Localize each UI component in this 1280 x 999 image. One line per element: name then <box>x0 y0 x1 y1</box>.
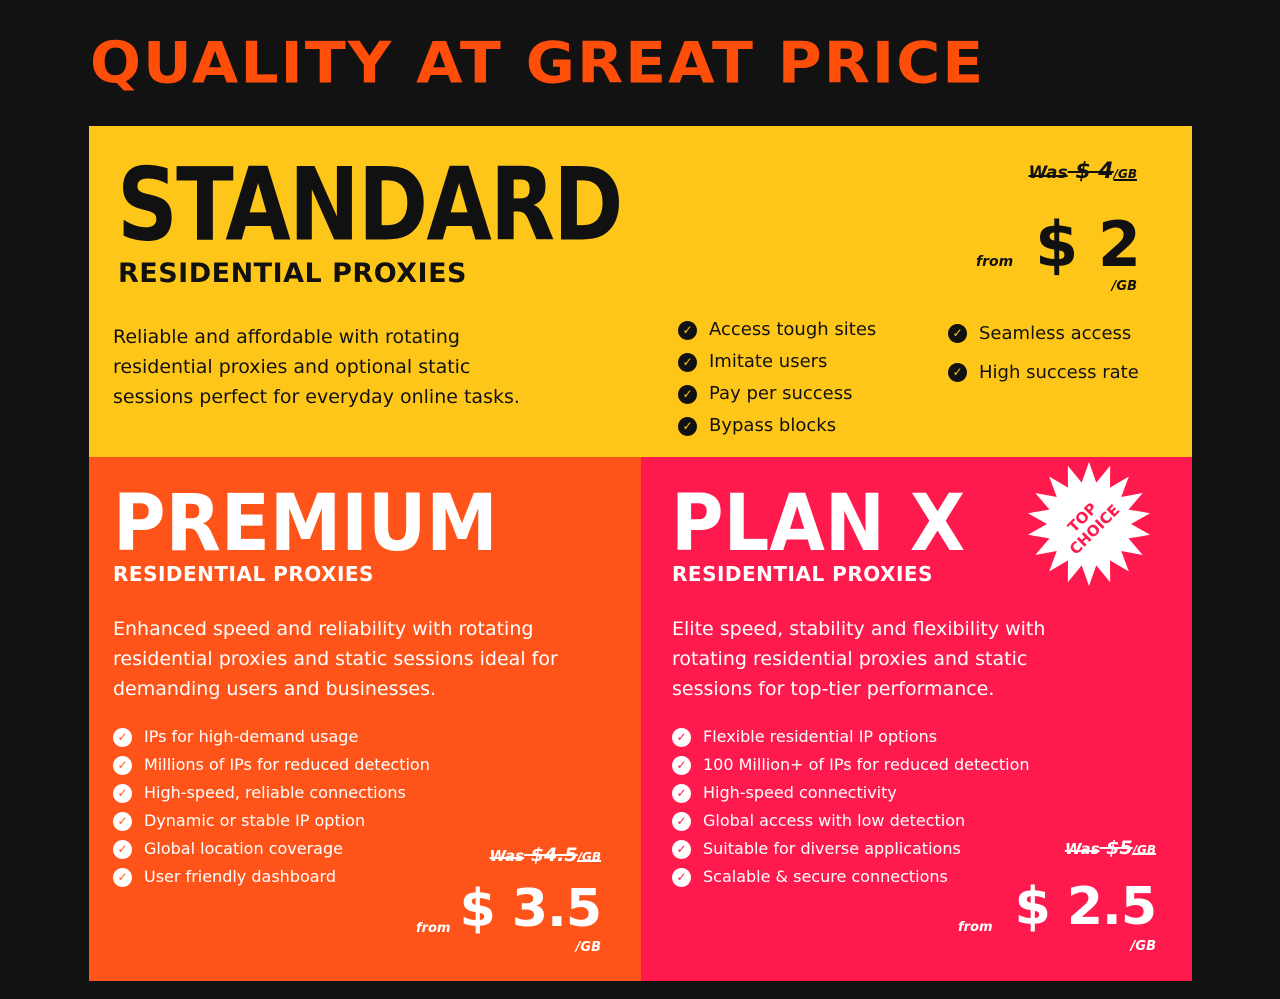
feature-text: Suitable for diverse applications <box>703 839 961 858</box>
feature-text: Millions of IPs for reduced detection <box>144 755 430 774</box>
top-choice-badge: TOP CHOICE <box>1027 462 1151 586</box>
feature-item: ✓ Imitate users <box>678 346 876 378</box>
was-unit: /GB <box>1132 843 1156 857</box>
price-unit: /GB <box>575 940 601 955</box>
feature-list: ✓ IPs for high-demand usage ✓ Millions of … <box>113 723 430 891</box>
planx-plan-card[interactable]: PLAN X RESIDENTIAL PROXIES TOP CHOICE El… <box>641 457 1192 981</box>
was-label: Was <box>489 847 525 865</box>
plan-description: Reliable and affordable with rotating re… <box>113 326 520 408</box>
price-unit: /GB <box>1111 279 1137 294</box>
check-icon: ✓ <box>678 384 697 404</box>
check-icon: ✓ <box>672 811 691 831</box>
plan-name: PREMIUM <box>113 479 498 569</box>
check-icon: ✓ <box>678 320 697 340</box>
feature-text: IPs for high-demand usage <box>144 727 359 746</box>
feature-item: ✓ 100 Million+ of IPs for reduced detecti… <box>672 751 1030 779</box>
feature-item: ✓ High success rate <box>948 353 1139 392</box>
check-icon: ✓ <box>948 363 967 382</box>
feature-text: Bypass blocks <box>709 415 837 436</box>
check-icon: ✓ <box>113 727 132 747</box>
old-price: Was $5/GB <box>1065 837 1156 859</box>
plan-subtitle: RESIDENTIAL PROXIES <box>672 562 933 586</box>
from-label: from <box>416 921 451 936</box>
plan-name: PLAN X <box>671 479 966 569</box>
check-icon: ✓ <box>113 811 132 831</box>
check-icon: ✓ <box>672 783 691 803</box>
price: $ 3.5 <box>459 879 602 939</box>
starburst-icon <box>1027 462 1151 586</box>
feature-text: High success rate <box>979 362 1139 383</box>
check-icon: ✓ <box>948 324 967 343</box>
feature-text: High-speed, reliable connections <box>144 783 406 802</box>
was-label: Was <box>1064 840 1100 858</box>
check-icon: ✓ <box>113 839 132 859</box>
feature-item: ✓ Millions of IPs for reduced detection <box>113 751 430 779</box>
feature-text: Global location coverage <box>144 839 343 858</box>
check-icon: ✓ <box>672 839 691 859</box>
feature-item: ✓ Access tough sites <box>678 314 876 346</box>
check-icon: ✓ <box>113 783 132 803</box>
feature-item: ✓ Global location coverage <box>113 835 430 863</box>
feature-list: ✓ Flexible residential IP options ✓ 100 Mi… <box>672 723 1030 891</box>
feature-text: Dynamic or stable IP option <box>144 811 366 830</box>
check-icon: ✓ <box>672 867 691 887</box>
feature-list: ✓ Access tough sites ✓ Imitate users ✓ Pay … <box>678 314 876 442</box>
old-price: Was $4.5/GB <box>490 844 601 866</box>
from-label: from <box>958 920 993 935</box>
feature-item: ✓ Dynamic or stable IP option <box>113 807 430 835</box>
plan-description: Enhanced speed and reliability with rota… <box>113 618 558 700</box>
was-unit: /GB <box>1113 167 1137 181</box>
feature-item: ✓ Global access with low detection <box>672 807 1030 835</box>
price: $ 2 <box>1035 208 1141 281</box>
feature-text: Flexible residential IP options <box>703 727 938 746</box>
plan-subtitle: RESIDENTIAL PROXIES <box>113 562 374 586</box>
standard-plan-card[interactable]: STANDARD RESIDENTIAL PROXIES Reliable an… <box>89 126 1192 457</box>
check-icon: ✓ <box>113 755 132 775</box>
was-label: Was <box>1028 163 1068 183</box>
feature-item: ✓ High-speed, reliable connections <box>113 779 430 807</box>
page-title: QUALITY AT GREAT PRICE <box>90 30 986 97</box>
check-icon: ✓ <box>113 867 132 887</box>
from-label: from <box>976 254 1014 270</box>
price-unit: /GB <box>1130 939 1156 954</box>
was-price: $ 4 <box>1075 159 1114 184</box>
check-icon: ✓ <box>672 727 691 747</box>
premium-plan-card[interactable]: PREMIUM RESIDENTIAL PROXIES Enhanced spe… <box>89 457 641 981</box>
feature-list: ✓ Seamless access ✓ High success rate <box>948 314 1139 392</box>
feature-text: User friendly dashboard <box>144 867 336 886</box>
plan-subtitle: RESIDENTIAL PROXIES <box>118 258 467 289</box>
check-icon: ✓ <box>678 416 697 436</box>
feature-item: ✓ High-speed connectivity <box>672 779 1030 807</box>
was-unit: /GB <box>577 850 601 864</box>
feature-text: 100 Million+ of IPs for reduced detectio… <box>703 755 1030 774</box>
feature-item: ✓ Bypass blocks <box>678 410 876 442</box>
was-price: $5 <box>1106 837 1133 859</box>
feature-item: ✓ User friendly dashboard <box>113 863 430 891</box>
feature-text: Imitate users <box>709 351 828 372</box>
feature-text: High-speed connectivity <box>703 783 897 802</box>
feature-item: ✓ Scalable & secure connections <box>672 863 1030 891</box>
feature-item: ✓ Pay per success <box>678 378 876 410</box>
price: $ 2.5 <box>1014 877 1157 937</box>
feature-item: ✓ Suitable for diverse applications <box>672 835 1030 863</box>
old-price: Was $ 4/GB <box>1028 159 1137 184</box>
feature-text: Access tough sites <box>709 319 877 340</box>
check-icon: ✓ <box>678 352 697 372</box>
feature-text: Global access with low detection <box>703 811 966 830</box>
feature-text: Scalable & secure connections <box>703 867 948 886</box>
feature-item: ✓ Flexible residential IP options <box>672 723 1030 751</box>
feature-text: Pay per success <box>709 383 853 404</box>
plan-name: STANDARD <box>117 146 623 264</box>
feature-text: Seamless access <box>979 323 1132 344</box>
feature-item: ✓ IPs for high-demand usage <box>113 723 430 751</box>
check-icon: ✓ <box>672 755 691 775</box>
feature-item: ✓ Seamless access <box>948 314 1139 353</box>
plan-description: Elite speed, stability and flexibility w… <box>672 618 1046 700</box>
was-price: $4.5 <box>530 844 578 866</box>
